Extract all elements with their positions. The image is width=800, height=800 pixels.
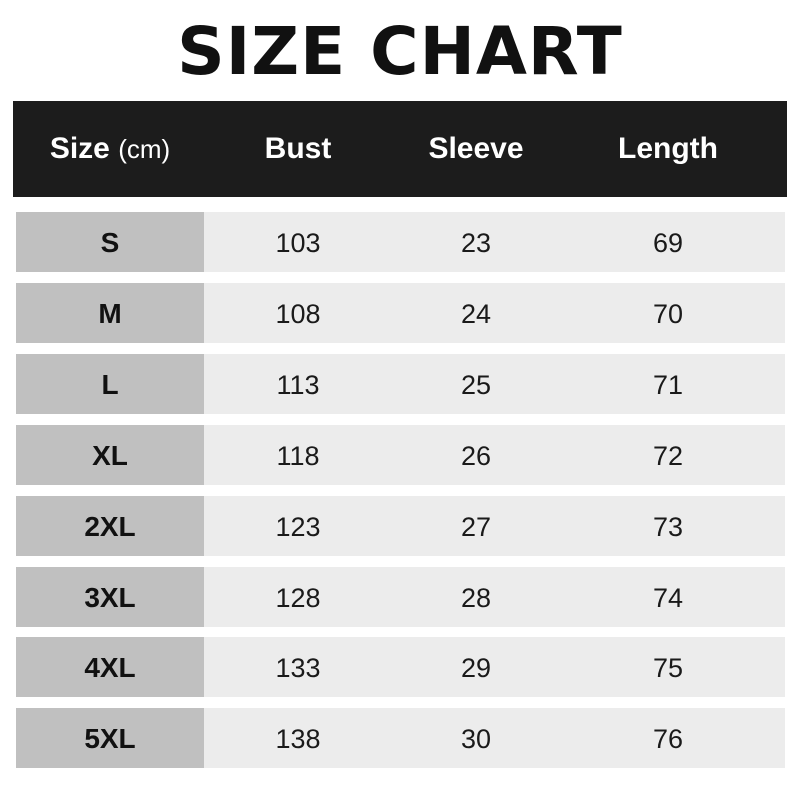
size-cell: 3XL xyxy=(84,581,136,613)
bust-cell: 138 xyxy=(275,724,321,755)
header-unit: (cm) xyxy=(118,134,171,164)
sleeve-cell: 23 xyxy=(460,228,492,258)
table-row: 5XL 138 30 76 xyxy=(16,708,785,769)
table-row: XL 118 26 72 xyxy=(16,424,785,485)
table-row: 4XL 133 29 75 xyxy=(16,637,785,698)
size-cell-bg xyxy=(16,637,204,698)
size-cell-bg xyxy=(16,566,204,627)
bust-cell: 128 xyxy=(275,582,321,613)
bust-cell: 113 xyxy=(276,369,320,400)
sleeve-cell: 28 xyxy=(460,582,492,613)
page-title: SIZE CHART xyxy=(177,13,623,90)
bust-cell: 118 xyxy=(276,440,320,471)
header-size: Size (cm) xyxy=(10,101,210,197)
size-cell-bg xyxy=(16,708,204,769)
sleeve-cell: 27 xyxy=(460,511,492,542)
bust-cell: 103 xyxy=(275,228,321,258)
sleeve-cell: 25 xyxy=(460,369,492,400)
sleeve-cell: 24 xyxy=(460,298,492,329)
table-row: 3XL 128 28 74 xyxy=(16,566,785,627)
sleeve-cell: 30 xyxy=(460,724,492,755)
length-cell: 71 xyxy=(652,369,684,400)
table-header: Size (cm) Bust Sleeve Length xyxy=(13,101,787,197)
sleeve-cell: 29 xyxy=(460,653,492,684)
length-cell: 74 xyxy=(652,582,684,613)
bust-cell: 133 xyxy=(275,653,321,684)
length-cell: 69 xyxy=(652,228,684,258)
size-cell-bg xyxy=(16,282,204,343)
size-cell: 5XL xyxy=(84,723,136,755)
bust-cell: 123 xyxy=(275,511,321,542)
size-cell: M xyxy=(98,297,122,329)
sleeve-cell: 26 xyxy=(460,440,492,471)
header-length: Length xyxy=(618,132,718,165)
length-cell: 70 xyxy=(652,298,684,329)
length-cell: 75 xyxy=(652,653,684,684)
size-cell: L xyxy=(101,368,119,400)
table-row: M 108 24 70 xyxy=(16,282,785,343)
length-cell: 72 xyxy=(652,440,684,471)
bust-cell: 108 xyxy=(275,298,321,329)
length-cell: 76 xyxy=(652,724,684,755)
size-cell-bg xyxy=(16,353,204,414)
length-cell: 73 xyxy=(652,511,684,542)
table-row: L 113 25 71 xyxy=(16,353,785,414)
size-cell: XL xyxy=(92,439,128,471)
table-row: S 103 23 69 xyxy=(16,212,785,272)
header-sleeve: Sleeve xyxy=(428,132,524,165)
header-bust: Bust xyxy=(264,132,332,165)
size-cell-bg xyxy=(16,495,204,556)
size-cell: 2XL xyxy=(84,510,136,542)
size-cell-bg xyxy=(16,424,204,485)
size-cell: 4XL xyxy=(84,652,136,684)
size-cell-bg xyxy=(16,212,204,272)
size-cell: S xyxy=(100,227,120,258)
header-size-label: Size xyxy=(49,132,110,165)
table-row: 2XL 123 27 73 xyxy=(16,495,785,556)
